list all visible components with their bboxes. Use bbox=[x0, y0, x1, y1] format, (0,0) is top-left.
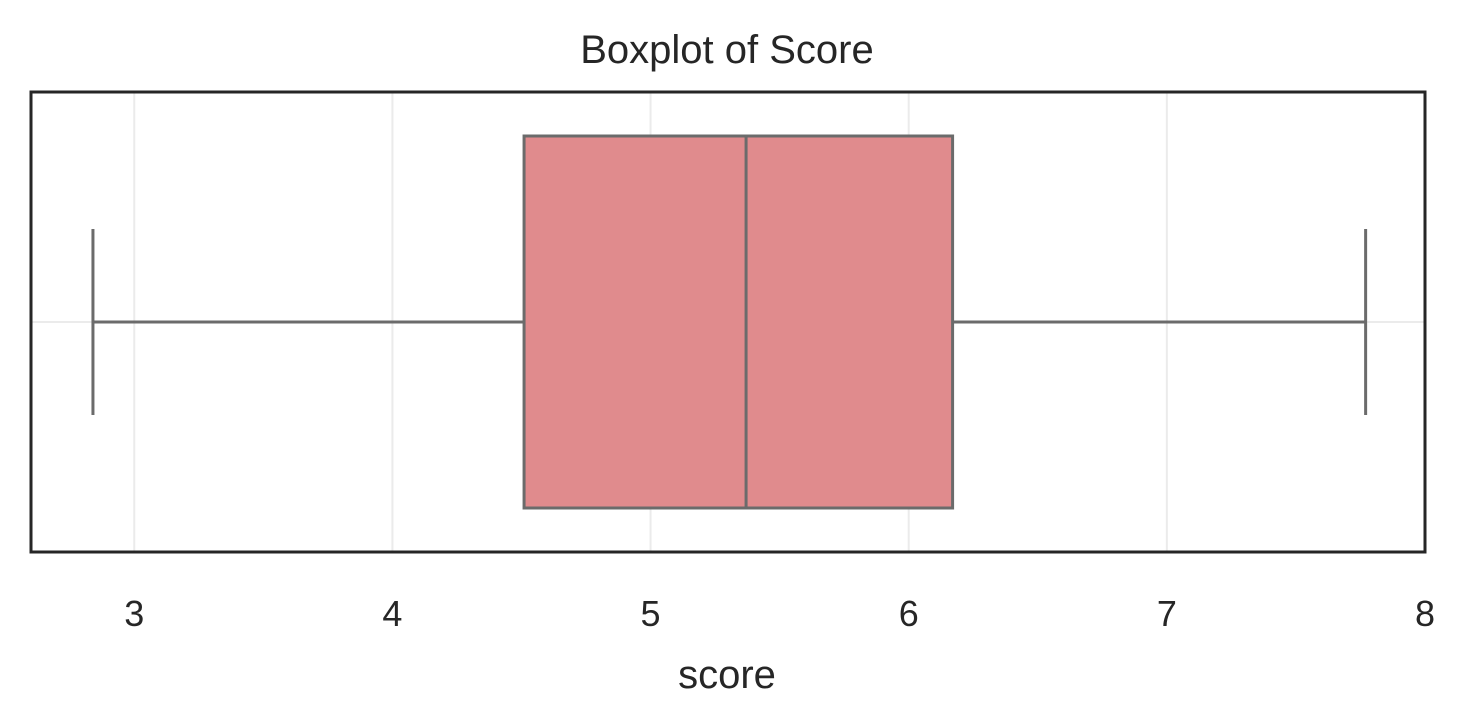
x-tick-label: 5 bbox=[641, 593, 661, 634]
plot-frame bbox=[29, 90, 1427, 554]
x-axis-label: score bbox=[678, 653, 776, 697]
x-tick-labels: 3 4 5 6 7 8 bbox=[124, 593, 1435, 634]
box-iqr bbox=[522, 134, 955, 510]
chart-title: Boxplot of Score bbox=[580, 28, 874, 72]
x-tick-label: 4 bbox=[382, 593, 402, 634]
x-tick-label: 8 bbox=[1415, 593, 1435, 634]
x-tick-label: 7 bbox=[1157, 593, 1177, 634]
box-layer bbox=[91, 134, 1368, 510]
x-tick-label: 3 bbox=[124, 593, 144, 634]
x-tick-label: 6 bbox=[899, 593, 919, 634]
